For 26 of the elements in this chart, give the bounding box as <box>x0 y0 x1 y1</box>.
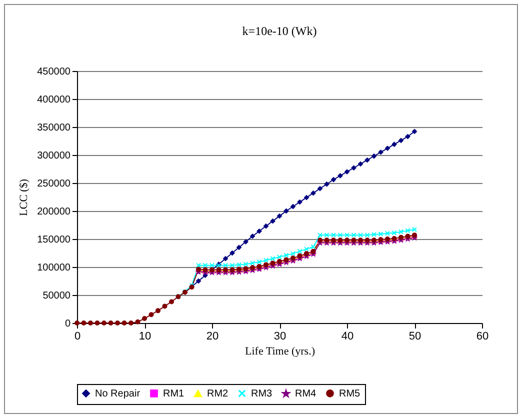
chart-title: k=10e-10 (Wk) <box>242 24 317 38</box>
legend-label: No Repair <box>95 388 141 400</box>
x-tick-label: 60 <box>476 330 489 342</box>
y-tick-label: 100000 <box>37 262 71 274</box>
x-tick-label: 10 <box>138 330 152 342</box>
legend-label: RM1 <box>163 388 185 400</box>
y-axis-title: LCC ($) <box>18 178 30 216</box>
y-tick-label: 400000 <box>37 94 71 106</box>
legend-label: RM4 <box>295 388 317 400</box>
y-tick-label: 250000 <box>37 178 71 190</box>
y-tick-label: 200000 <box>37 206 71 218</box>
x-tick-label: 40 <box>341 330 354 342</box>
y-tick-label: 50000 <box>42 290 71 302</box>
legend-label: RM3 <box>251 388 273 400</box>
y-tick-label: 350000 <box>37 122 71 134</box>
y-tick-label: 0 <box>64 318 71 330</box>
x-tick-label: 50 <box>408 330 422 342</box>
x-axis-title: Life Time (yrs.) <box>245 346 316 358</box>
legend-label: RM5 <box>339 388 361 400</box>
y-tick-label: 450000 <box>37 66 71 78</box>
legend-label: RM2 <box>207 388 229 400</box>
x-tick-label: 20 <box>206 330 219 342</box>
y-tick-label: 150000 <box>37 234 71 246</box>
y-tick-label: 300000 <box>37 150 71 162</box>
x-tick-label: 0 <box>74 330 81 342</box>
x-tick-label: 30 <box>274 330 286 342</box>
